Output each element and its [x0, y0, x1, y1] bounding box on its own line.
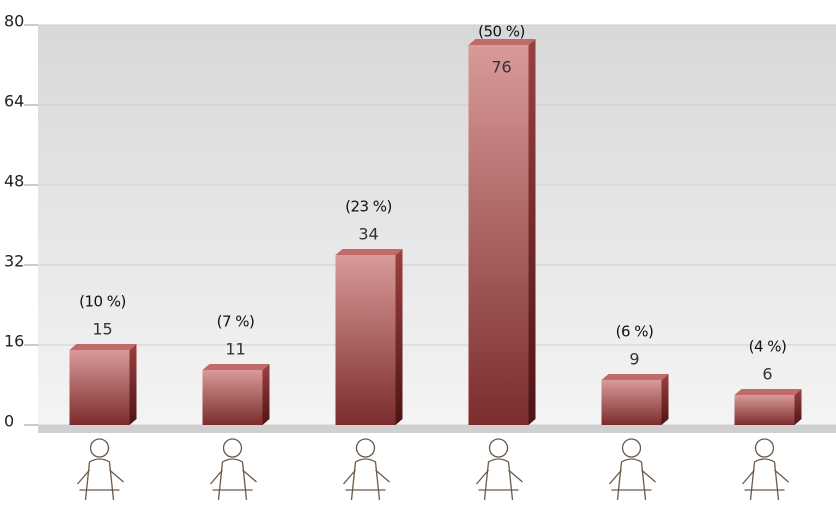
bar-side	[395, 249, 403, 425]
share-label: (10 %)	[79, 293, 126, 311]
bar	[335, 255, 396, 425]
bar-top	[335, 249, 403, 255]
share-label: (7 %)	[217, 313, 255, 331]
y-tick-label: 64	[4, 92, 24, 111]
category-icons	[77, 438, 789, 501]
share-label: (23 %)	[345, 198, 392, 216]
bar-side	[129, 344, 137, 425]
value-label: 11	[225, 340, 245, 359]
bar-top	[202, 364, 270, 370]
share-label: (4 %)	[749, 338, 787, 356]
icon-body	[476, 458, 523, 501]
y-tick-label: 48	[4, 172, 24, 191]
bar-side	[528, 39, 536, 425]
category-icon	[742, 438, 789, 501]
bar	[601, 380, 662, 425]
y-tick-label: 32	[4, 252, 24, 271]
value-label: 15	[92, 320, 112, 339]
bar-side	[262, 364, 270, 425]
icon-body	[609, 458, 656, 501]
icon-head	[89, 438, 110, 458]
bar-top	[69, 344, 137, 350]
floor	[38, 425, 836, 433]
share-label: (6 %)	[616, 323, 654, 341]
icon-head	[621, 438, 642, 458]
category-icon	[210, 438, 257, 501]
icon-body	[742, 458, 789, 501]
value-label: 6	[762, 365, 772, 384]
icon-head	[222, 438, 243, 458]
category-icon	[476, 438, 523, 501]
bar-side	[661, 374, 669, 425]
bar-top	[734, 389, 802, 395]
bar	[468, 45, 529, 425]
value-label: 9	[629, 350, 639, 369]
icon-head	[488, 438, 509, 458]
y-tick-label: 0	[4, 412, 14, 431]
bar	[202, 370, 263, 425]
icon-body	[210, 458, 257, 501]
y-tick-label: 80	[4, 12, 24, 31]
icon-head	[754, 438, 775, 458]
bar-top	[468, 39, 536, 45]
bar-top	[601, 374, 669, 380]
bar	[69, 350, 130, 425]
category-icon	[343, 438, 390, 501]
category-icon	[77, 438, 124, 501]
y-tick-label: 16	[4, 332, 24, 351]
icon-body	[343, 458, 390, 501]
icon-head	[355, 438, 376, 458]
category-icon	[609, 438, 656, 501]
plot-background	[38, 25, 836, 425]
icon-body	[77, 458, 124, 501]
value-label: 34	[358, 225, 378, 244]
share-label: (50 %)	[478, 23, 525, 41]
bar-side	[794, 389, 802, 425]
value-label: 76	[491, 58, 511, 77]
bar	[734, 395, 795, 425]
